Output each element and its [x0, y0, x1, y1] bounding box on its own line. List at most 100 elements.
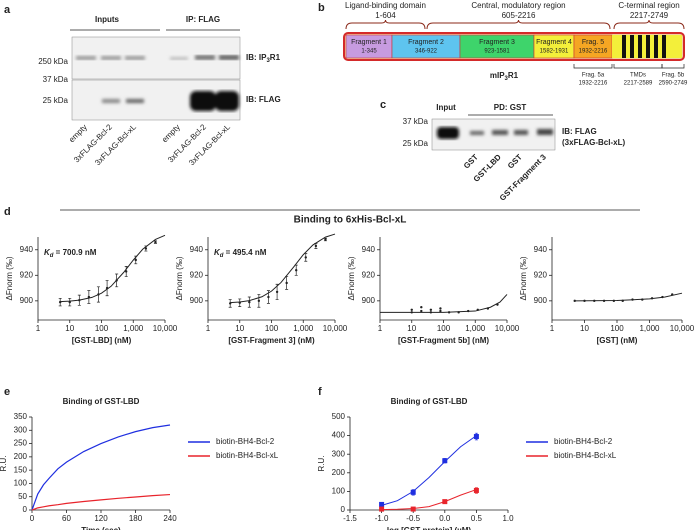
- region-name: C-terminal region: [618, 1, 679, 10]
- point: [650, 297, 654, 300]
- y-axis-label: ΔFnorm (‰): [175, 256, 184, 300]
- y-tick-label: 940: [362, 245, 376, 254]
- series-line: [31, 424, 171, 511]
- panel-letter: e: [4, 386, 10, 398]
- tmd: [638, 35, 642, 58]
- lane-label: GST: [506, 152, 524, 170]
- y-tick-label: 50: [18, 492, 27, 501]
- point: [439, 309, 442, 313]
- tmd: [630, 35, 634, 58]
- tmd: [654, 35, 658, 58]
- bands: [102, 91, 239, 111]
- point: [429, 311, 433, 314]
- point: [144, 247, 148, 250]
- point: [486, 307, 490, 310]
- point: [410, 308, 413, 311]
- annotation: Kd = 700.9 nM: [44, 248, 97, 258]
- axes: [349, 417, 508, 511]
- point: [314, 244, 318, 248]
- x-tick-label: 10,000: [153, 324, 178, 333]
- region-range: 2217-2749: [630, 11, 669, 20]
- x-tick-label: 1,000: [465, 324, 486, 333]
- subregion-range: 1932-2216: [579, 81, 608, 87]
- tmd: [662, 35, 666, 58]
- region-name: Ligand-binding domain: [345, 1, 426, 10]
- y-tick-label: 920: [362, 270, 376, 279]
- y-axis-label: R.U.: [0, 456, 8, 472]
- y-axis-label: ΔFnorm (‰): [347, 256, 356, 300]
- group-label: Inputs: [95, 15, 120, 24]
- fit-line: [381, 435, 477, 506]
- y-tick-label: 920: [534, 270, 548, 279]
- point: [671, 293, 674, 296]
- chart-title: Binding of GST-LBD: [63, 397, 140, 406]
- point: [238, 301, 241, 304]
- protein-name: mIP3R1: [490, 71, 519, 81]
- point: [612, 299, 616, 303]
- x-tick-label: 100: [610, 324, 624, 333]
- y-axis-label: ΔFnorm (‰): [519, 256, 528, 300]
- bracket: [613, 64, 663, 69]
- y-tick-label: 900: [534, 296, 548, 305]
- legend-label: biotin-BH4-Bcl-xL: [554, 451, 617, 460]
- y-tick-label: 940: [190, 245, 204, 254]
- point: [379, 506, 385, 512]
- x-tick-label: 1,000: [639, 324, 660, 333]
- point: [410, 311, 413, 314]
- x-tick-label: 0.0: [439, 514, 451, 523]
- point: [473, 434, 479, 440]
- brace: [345, 19, 426, 30]
- antibody: IB: IP3R1: [246, 53, 281, 63]
- x-tick-label: 10: [407, 324, 416, 333]
- panel-letter: c: [380, 99, 386, 111]
- point: [457, 311, 460, 314]
- point: [248, 300, 251, 304]
- y-tick-label: 300: [14, 425, 28, 434]
- x-tick-label: 10,000: [323, 324, 348, 333]
- point: [257, 299, 261, 303]
- fit-line: [381, 489, 477, 511]
- point: [467, 309, 470, 313]
- x-tick-label: 1,000: [123, 324, 144, 333]
- fragment-name: Fragment 1: [351, 39, 387, 46]
- y-tick-label: 920: [20, 270, 34, 279]
- x-tick-label: 1: [378, 324, 383, 333]
- point: [324, 238, 327, 241]
- x-tick-label: 1,000: [293, 324, 314, 333]
- legend-label: biotin-BH4-Bcl-2: [216, 437, 275, 446]
- region-name: Central, modulatory region: [471, 1, 565, 10]
- fragment-range: 1-345: [361, 49, 377, 55]
- x-axis-label: Time (sec): [81, 526, 121, 530]
- tmd: [622, 35, 626, 58]
- panel-title: Binding to 6xHis-Bcl-xL: [294, 215, 407, 226]
- point: [125, 270, 128, 273]
- x-tick-label: 100: [95, 324, 109, 333]
- lane-label: GST: [462, 152, 480, 170]
- y-tick-label: 200: [14, 452, 28, 461]
- point: [379, 501, 385, 507]
- point: [447, 311, 451, 314]
- x-tick-label: 10: [65, 324, 74, 333]
- annotation-subscript: d: [220, 253, 224, 259]
- bracket: [573, 64, 613, 69]
- y-tick-label: 940: [534, 245, 548, 254]
- y-tick-label: 920: [190, 270, 204, 279]
- annotation-text: = 495.4 nM: [223, 248, 266, 257]
- fit-line: [60, 234, 166, 303]
- panel-letter: b: [318, 2, 325, 14]
- point: [661, 295, 664, 299]
- antibody: (3xFLAG-Bcl-xL): [562, 138, 625, 147]
- tmd: [646, 35, 650, 58]
- axes: [551, 237, 682, 321]
- legend-label: biotin-BH4-Bcl-2: [554, 437, 613, 446]
- bands: [76, 55, 239, 60]
- marker: 25 kDa: [43, 96, 69, 105]
- point: [439, 307, 442, 310]
- x-tick-label: -0.5: [406, 514, 420, 523]
- x-tick-label: 180: [129, 514, 143, 523]
- point: [429, 308, 433, 311]
- y-tick-label: 100: [14, 479, 28, 488]
- point: [496, 303, 499, 306]
